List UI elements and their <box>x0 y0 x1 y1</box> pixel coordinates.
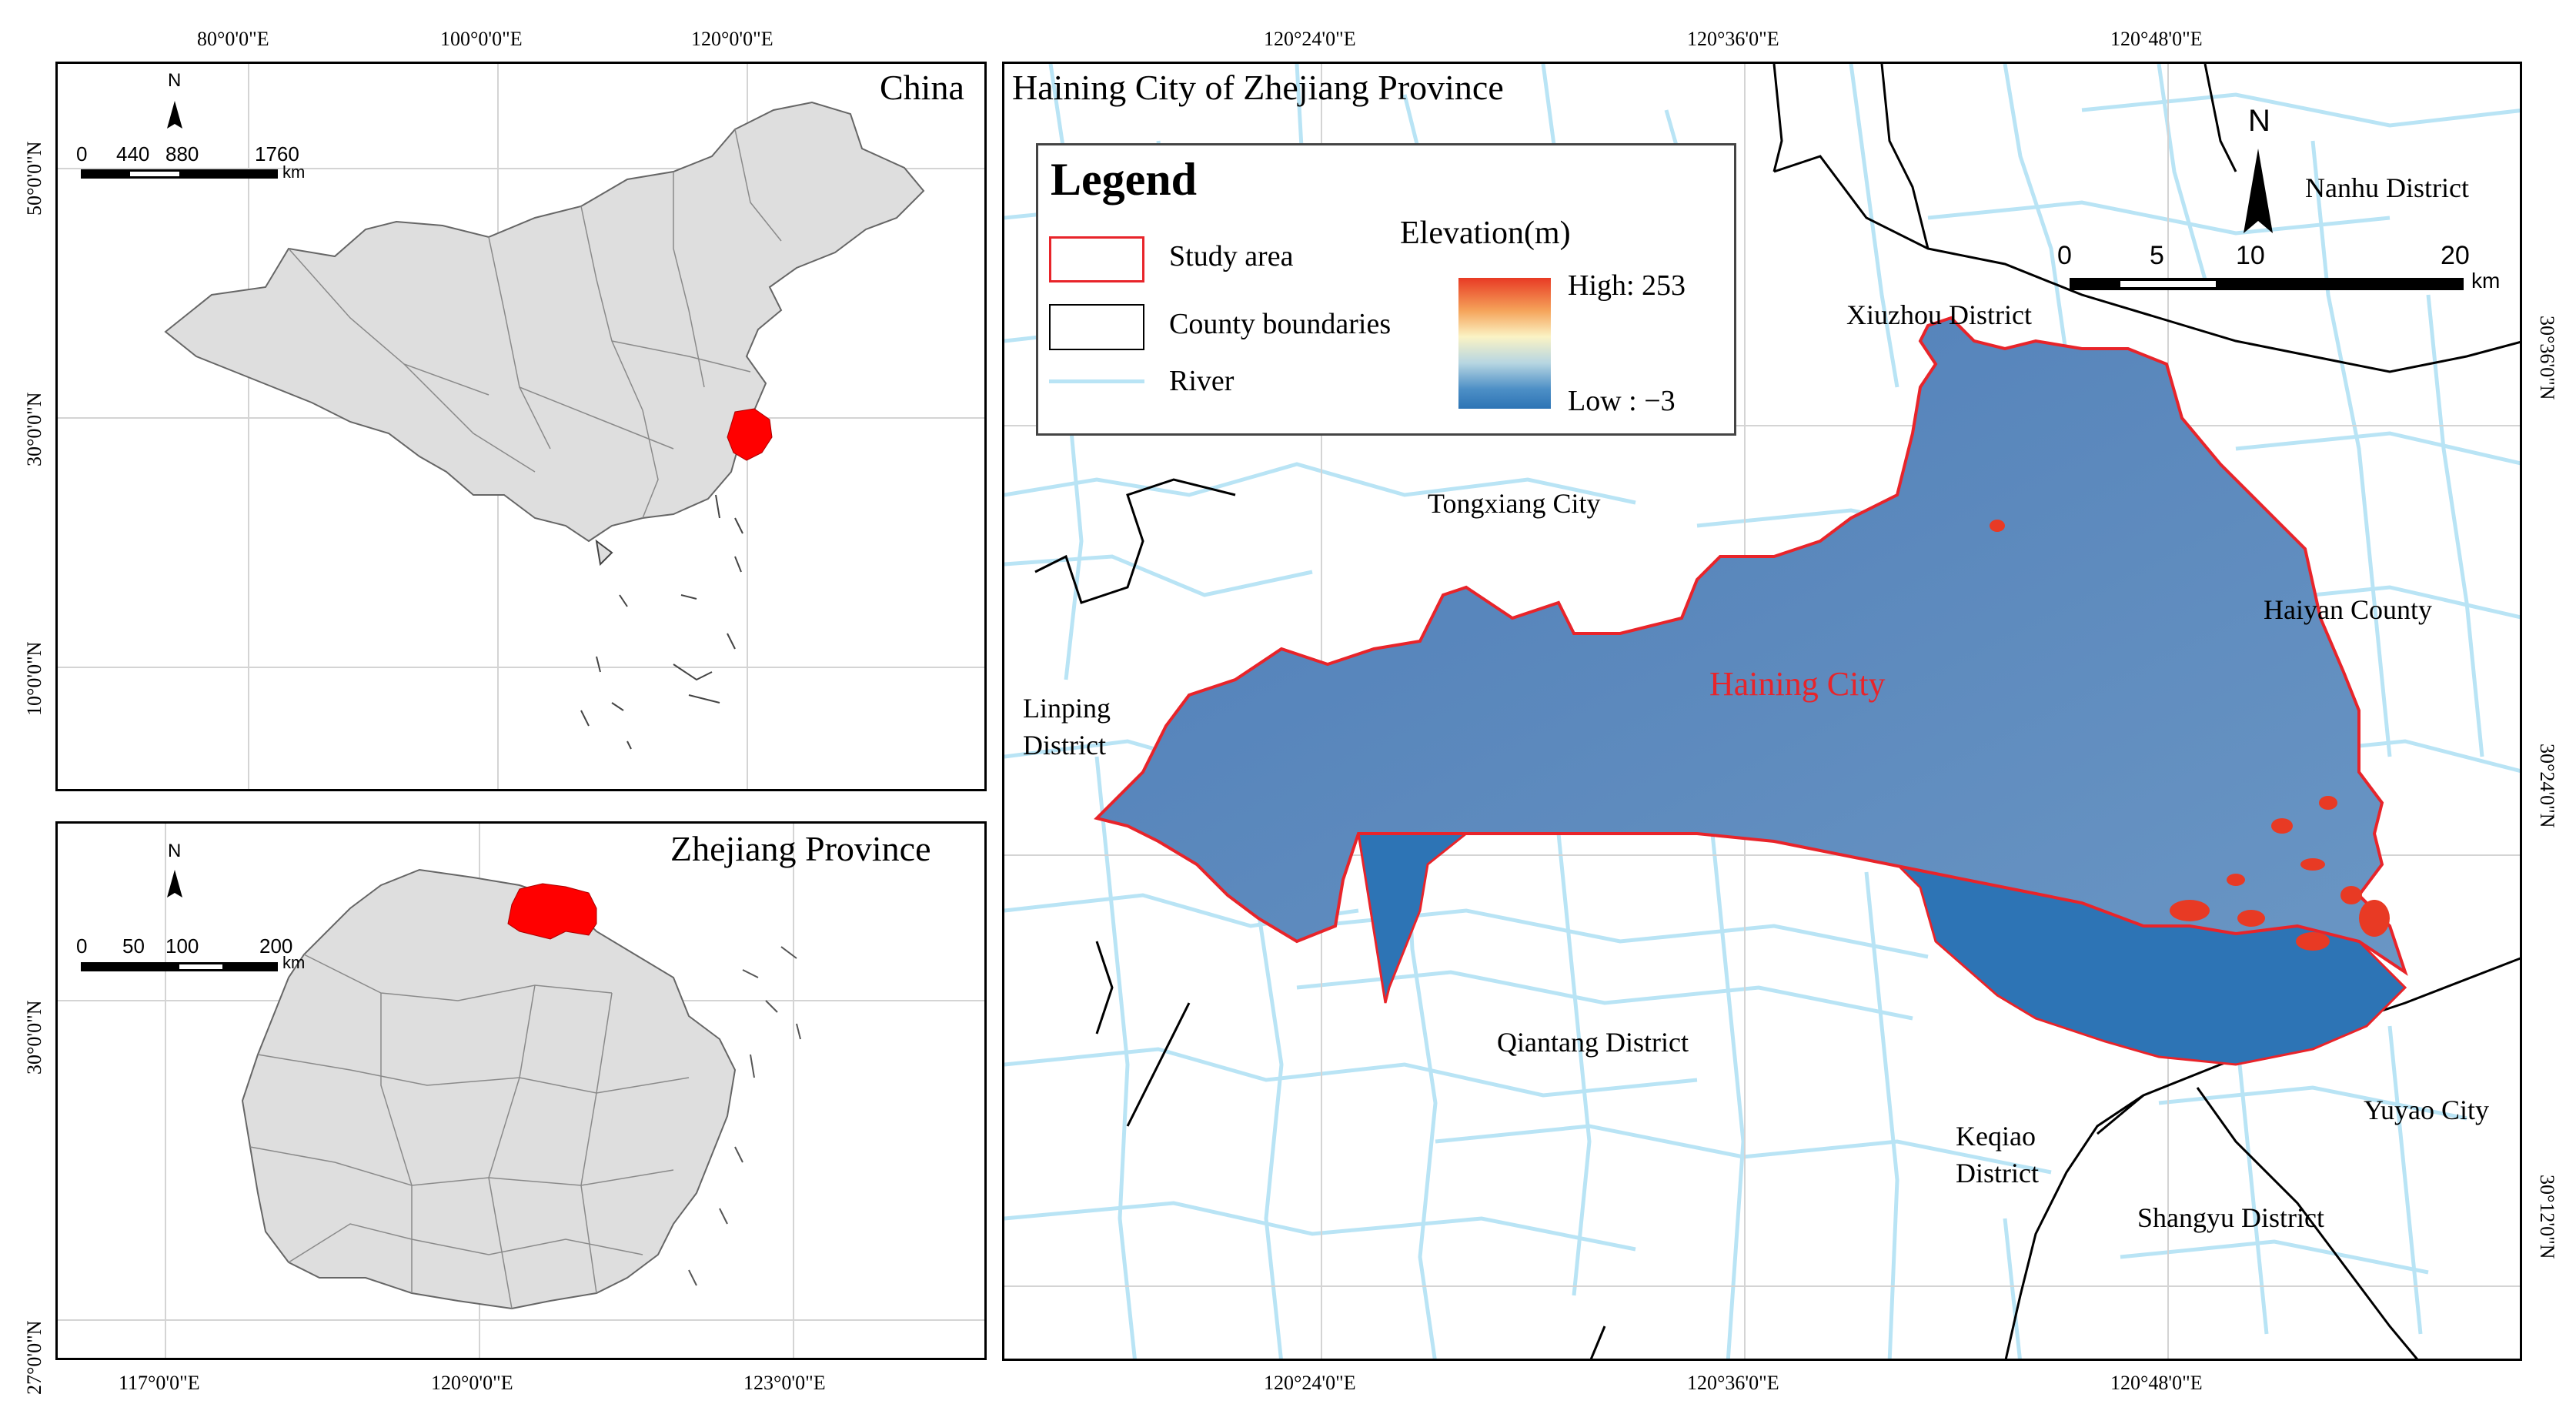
main-scale-bar <box>2070 278 2464 290</box>
main-scale-tick-2: 10 <box>2236 241 2265 270</box>
zhejiang-county-lines <box>249 954 690 1309</box>
place-keqiao-line2: District <box>1956 1158 2039 1188</box>
main-top-lon-label-3: 120°48'0"E <box>2110 28 2203 50</box>
legend-elevation-high: High: 253 <box>1568 269 1686 302</box>
main-right-lat-label-1: 30°36'0"N <box>2536 316 2558 400</box>
place-linping-line1: Linping <box>1023 693 1111 724</box>
zhejiang-north-arrow <box>167 870 182 898</box>
high-elevation-patches <box>1990 520 2390 951</box>
china-lat-label-2: 30°0'0"N <box>23 392 45 466</box>
china-province-lines <box>288 129 782 519</box>
zhejiang-scale-tick-1: 50 <box>122 934 145 958</box>
china-scale-tick-0: 0 <box>76 142 88 165</box>
legend-swatch-river <box>1049 379 1144 383</box>
main-right-lat-label-3: 30°12'0"N <box>2536 1175 2558 1259</box>
china-north-label: N <box>168 70 182 91</box>
main-top-lon-label-1: 120°24'0"E <box>1264 28 1356 50</box>
main-bottom-lon-label-3: 120°48'0"E <box>2110 1372 2203 1394</box>
place-xiuzhou: Xiuzhou District <box>1846 299 2032 330</box>
china-scale-tick-2: 880 <box>165 142 199 165</box>
zhejiang-lon-label-1: 117°0'0"E <box>119 1372 200 1394</box>
zhejiang-lon-label-2: 120°0'0"E <box>431 1372 513 1394</box>
zhejiang-north-label: N <box>168 841 182 861</box>
legend-label-study-area: Study area <box>1169 240 1294 272</box>
zhejiang-scale-tick-2: 100 <box>165 934 199 958</box>
main-scale-tick-3: 20 <box>2441 241 2470 270</box>
china-zhejiang-highlight <box>727 408 773 461</box>
china-north-arrow <box>167 101 182 129</box>
legend-box: Legend Study area County boundaries Rive… <box>1036 143 1736 436</box>
legend-label-county: County boundaries <box>1169 308 1392 340</box>
zhejiang-scale-tick-3: 200 <box>259 934 293 958</box>
main-map-svg <box>1004 64 2520 1359</box>
legend-label-river: River <box>1169 365 1235 397</box>
china-panel-title: China <box>880 68 964 107</box>
zhejiang-scale-bar <box>81 962 278 971</box>
zhejiang-map-svg <box>58 824 984 1358</box>
zhejiang-scale-unit: km <box>282 953 306 972</box>
legend-elevation-title: Elevation(m) <box>1400 216 1571 251</box>
zhejiang-lat-label-1: 30°0'0"N <box>23 1000 45 1075</box>
legend-swatch-study-area <box>1049 236 1144 282</box>
main-right-lat-label-2: 30°24'0"N <box>2536 744 2558 828</box>
place-tongxiang: Tongxiang City <box>1428 488 1601 519</box>
zhejiang-lon-label-3: 123°0'0"E <box>743 1372 826 1394</box>
main-north-label: N <box>2248 104 2270 138</box>
place-nanhu: Nanhu District <box>2305 172 2469 203</box>
china-lat-label-3: 10°0'0"N <box>23 641 45 716</box>
legend-title: Legend <box>1051 154 1198 205</box>
china-scale-tick-3: 1760 <box>255 142 299 165</box>
zhejiang-landmass <box>241 868 737 1310</box>
main-scale-tick-1: 5 <box>2150 241 2164 270</box>
zhejiang-scale-tick-0: 0 <box>76 934 88 958</box>
place-linping-line2: District <box>1023 730 1106 760</box>
china-lon-label-1: 80°0'0"E <box>197 28 269 50</box>
main-scale-unit: km <box>2471 269 2501 292</box>
china-scale-bar <box>81 169 278 179</box>
china-map-svg <box>58 64 984 789</box>
place-haiyan: Haiyan County <box>2264 594 2432 625</box>
zhejiang-haining-highlight <box>507 883 597 940</box>
china-scale-unit: km <box>282 162 306 182</box>
place-qiantang: Qiantang District <box>1497 1027 1689 1058</box>
zhejiang-islands <box>688 946 801 1286</box>
legend-elevation-ramp <box>1458 278 1551 409</box>
main-bottom-lon-label-1: 120°24'0"E <box>1264 1372 1356 1394</box>
china-panel: N 0 440 880 1760 km China <box>55 62 987 791</box>
main-panel-title: Haining City of Zhejiang Province <box>1012 68 1504 107</box>
zhejiang-panel-title: Zhejiang Province <box>670 829 931 868</box>
china-lon-label-3: 120°0'0"E <box>691 28 773 50</box>
legend-elevation-low: Low : −3 <box>1568 385 1676 417</box>
main-north-arrow <box>2244 149 2273 233</box>
china-lat-label-1: 50°0'0"N <box>23 141 45 216</box>
legend-swatch-county <box>1049 304 1144 350</box>
main-bottom-lon-label-2: 120°36'0"E <box>1687 1372 1779 1394</box>
place-shangyu: Shangyu District <box>2137 1202 2324 1233</box>
china-lon-label-2: 100°0'0"E <box>440 28 523 50</box>
haining-study-area <box>1094 316 2408 976</box>
zhejiang-lat-label-2: 27°0'0"N <box>23 1320 45 1395</box>
zhejiang-panel: N 0 50 100 200 km Zhejiang Province <box>55 821 987 1360</box>
main-scale-tick-0: 0 <box>2057 241 2072 270</box>
main-top-lon-label-2: 120°36'0"E <box>1687 28 1779 50</box>
place-keqiao-line1: Keqiao <box>1956 1121 2036 1152</box>
place-haining: Haining City <box>1709 665 1886 703</box>
china-islands <box>580 494 743 750</box>
place-yuyao: Yuyao City <box>2364 1095 2490 1125</box>
china-scale-tick-1: 440 <box>116 142 150 165</box>
